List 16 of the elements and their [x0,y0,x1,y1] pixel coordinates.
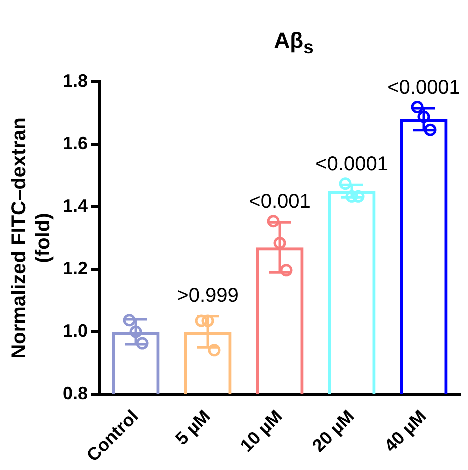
annotation: >0.999 [177,284,239,307]
annotation: <0.001 [249,191,311,214]
annotation: <0.0001 [388,77,460,100]
y-tick-label: 1.0 [62,320,88,341]
x-tick-label: 10 µM [236,406,286,456]
y-tick-label: 1.4 [62,196,88,216]
y-tick-label: 0.8 [62,383,88,404]
y-tick-label: 1.8 [62,70,88,91]
chart-title: Aβ$_{s}$ [273,28,315,58]
annotation: <0.0001 [316,154,388,176]
y-tick-label: 1.2 [62,258,88,278]
y-axis-title: Normalized FITC–dextran (fold) [8,118,55,359]
x-tick-label: 5 µM [172,406,214,450]
y-tick-label: 1.6 [62,133,88,154]
x-tick-label: 40 µM [380,406,430,456]
x-tick-label: 20 µM [308,406,358,456]
